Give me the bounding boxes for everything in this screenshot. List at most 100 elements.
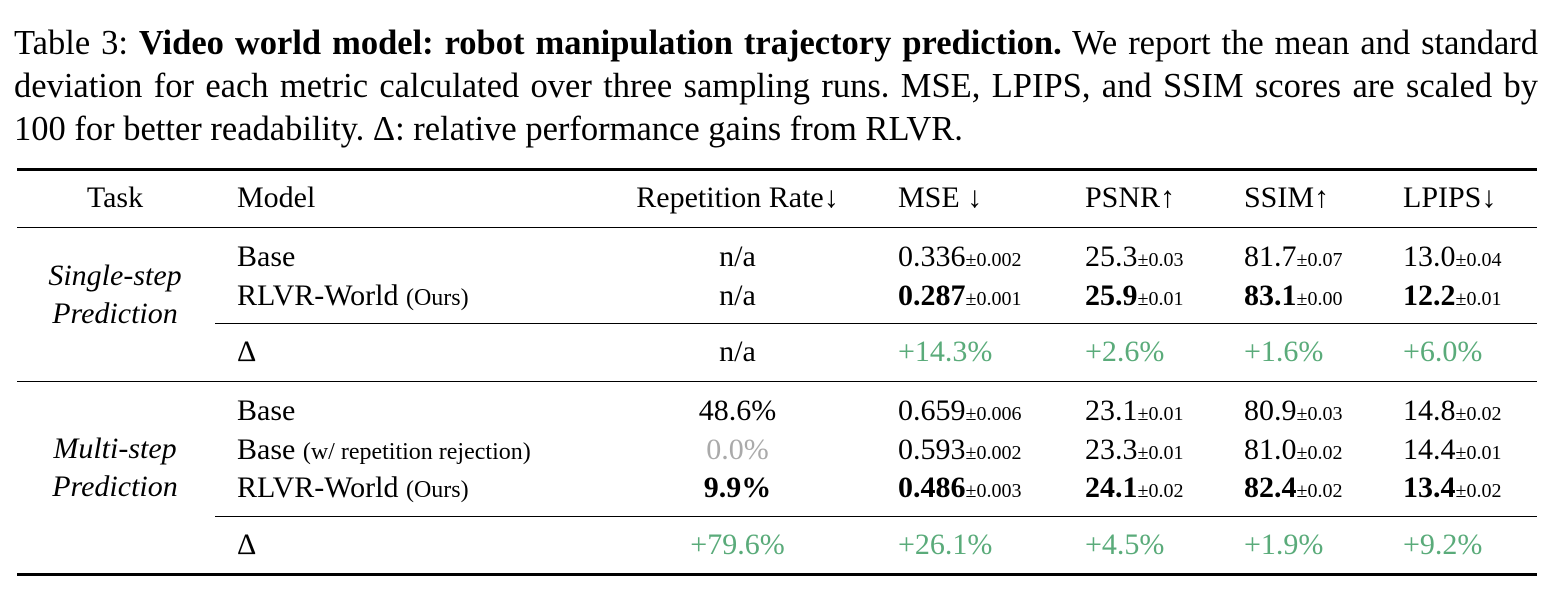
- delta-label: Δ: [237, 528, 257, 561]
- single-delta-rule: [215, 323, 1537, 325]
- header-model: Model: [237, 181, 316, 214]
- lpips-value: 13.4±0.02: [1403, 470, 1501, 509]
- std: ±0.01: [1455, 288, 1502, 310]
- bottom-rule: [17, 573, 1537, 576]
- std: ±0.02: [1455, 403, 1502, 425]
- std: ±0.04: [1455, 249, 1502, 271]
- std: ±0.002: [965, 249, 1022, 271]
- std: ±0.02: [1296, 480, 1343, 502]
- mse-value: 0.486±0.003: [898, 470, 1021, 509]
- psnr-value: 23.3±0.01: [1085, 432, 1183, 471]
- lpips-value: 14.8±0.02: [1403, 393, 1501, 432]
- mean: 0.659: [898, 394, 966, 427]
- psnr-value: 23.1±0.01: [1085, 393, 1183, 432]
- mean: 25.3: [1085, 240, 1138, 273]
- mse-value: 0.287±0.001: [898, 278, 1021, 317]
- header-repetition-rate: Repetition Rate↓: [636, 181, 839, 214]
- lpips-value: 12.2±0.01: [1403, 278, 1501, 317]
- delta-ssim: +1.6%: [1244, 335, 1324, 368]
- model-label: Base: [237, 433, 296, 466]
- delta-ssim: +1.9%: [1244, 528, 1324, 561]
- delta-lpips: +9.2%: [1403, 528, 1483, 561]
- mean: 14.4: [1403, 433, 1456, 466]
- model-name: RLVR-World (Ours): [237, 470, 469, 508]
- ssim-value: 80.9±0.03: [1244, 393, 1342, 432]
- header-lpips: LPIPS↓: [1403, 181, 1497, 214]
- section-rule: [17, 381, 1537, 383]
- mean: 23.1: [1085, 394, 1138, 427]
- top-rule: [17, 168, 1537, 171]
- task-single-line2: Prediction: [52, 297, 178, 330]
- std: ±0.01: [1137, 288, 1184, 310]
- table-caption: Table 3: Video world model: robot manipu…: [14, 22, 1538, 151]
- caption-label: Table 3:: [14, 24, 128, 62]
- ssim-value: 82.4±0.02: [1244, 470, 1342, 509]
- header-ssim: SSIM↑: [1244, 181, 1330, 214]
- std: ±0.07: [1296, 249, 1343, 271]
- std: ±0.01: [1455, 442, 1502, 464]
- std: ±0.006: [965, 403, 1022, 425]
- std: ±0.02: [1137, 480, 1184, 502]
- mean: 80.9: [1244, 394, 1297, 427]
- model-note: (w/ repetition rejection): [302, 439, 531, 465]
- std: ±0.03: [1137, 249, 1184, 271]
- mean: 81.7: [1244, 240, 1297, 273]
- repetition-rate: n/a: [719, 279, 756, 312]
- std: ±0.002: [965, 442, 1022, 464]
- std: ±0.01: [1137, 403, 1184, 425]
- std: ±0.001: [965, 288, 1022, 310]
- mean: 14.8: [1403, 394, 1456, 427]
- model-note: (Ours): [405, 477, 469, 503]
- mse-value: 0.659±0.006: [898, 393, 1021, 432]
- std: ±0.03: [1296, 403, 1343, 425]
- mse-value: 0.336±0.002: [898, 239, 1021, 278]
- task-single-line1: Single-step: [48, 259, 182, 292]
- header-rule: [17, 227, 1537, 229]
- task-multi-line2: Prediction: [52, 470, 178, 503]
- mean: 13.0: [1403, 240, 1456, 273]
- delta-psnr: +4.5%: [1085, 528, 1165, 561]
- psnr-value: 25.9±0.01: [1085, 278, 1183, 317]
- task-multi-line1: Multi-step: [53, 432, 177, 465]
- mean: 0.336: [898, 240, 966, 273]
- std: ±0.02: [1296, 442, 1343, 464]
- mean: 24.1: [1085, 471, 1138, 504]
- mean: 0.593: [898, 433, 966, 466]
- model-name: Base: [237, 394, 296, 427]
- mse-value: 0.593±0.002: [898, 432, 1021, 471]
- model-label: RLVR-World: [237, 471, 399, 504]
- ssim-value: 81.7±0.07: [1244, 239, 1342, 278]
- mean: 81.0: [1244, 433, 1297, 466]
- caption-title: Video world model: robot manipulation tr…: [138, 24, 1062, 62]
- mean: 0.486: [898, 471, 966, 504]
- mean: 12.2: [1403, 279, 1456, 312]
- delta-repetition-rate: n/a: [719, 335, 756, 368]
- std: ±0.003: [965, 480, 1022, 502]
- psnr-value: 25.3±0.03: [1085, 239, 1183, 278]
- repetition-rate: n/a: [719, 240, 756, 273]
- header-mse: MSE ↓: [898, 181, 983, 214]
- model-name: RLVR-World (Ours): [237, 278, 469, 316]
- model-note: (Ours): [405, 285, 469, 311]
- multi-delta-rule: [215, 516, 1537, 518]
- std: ±0.02: [1455, 480, 1502, 502]
- model-label: RLVR-World: [237, 279, 399, 312]
- std: ±0.00: [1296, 288, 1343, 310]
- std: ±0.01: [1137, 442, 1184, 464]
- header-task: Task: [86, 181, 144, 214]
- delta-label: Δ: [237, 335, 257, 368]
- mean: 25.9: [1085, 279, 1138, 312]
- model-name: Base: [237, 240, 296, 273]
- lpips-value: 13.0±0.04: [1403, 239, 1501, 278]
- ssim-value: 81.0±0.02: [1244, 432, 1342, 471]
- header-psnr: PSNR↑: [1085, 181, 1176, 214]
- caption-text: We report the mean and standard deviatio…: [14, 24, 1538, 148]
- delta-lpips: +6.0%: [1403, 335, 1483, 368]
- mean: 83.1: [1244, 279, 1297, 312]
- delta-psnr: +2.6%: [1085, 335, 1165, 368]
- mean: 82.4: [1244, 471, 1297, 504]
- repetition-rate: 0.0%: [706, 433, 769, 466]
- model-name: Base (w/ repetition rejection): [237, 432, 531, 470]
- repetition-rate: 9.9%: [703, 471, 772, 504]
- psnr-value: 24.1±0.02: [1085, 470, 1183, 509]
